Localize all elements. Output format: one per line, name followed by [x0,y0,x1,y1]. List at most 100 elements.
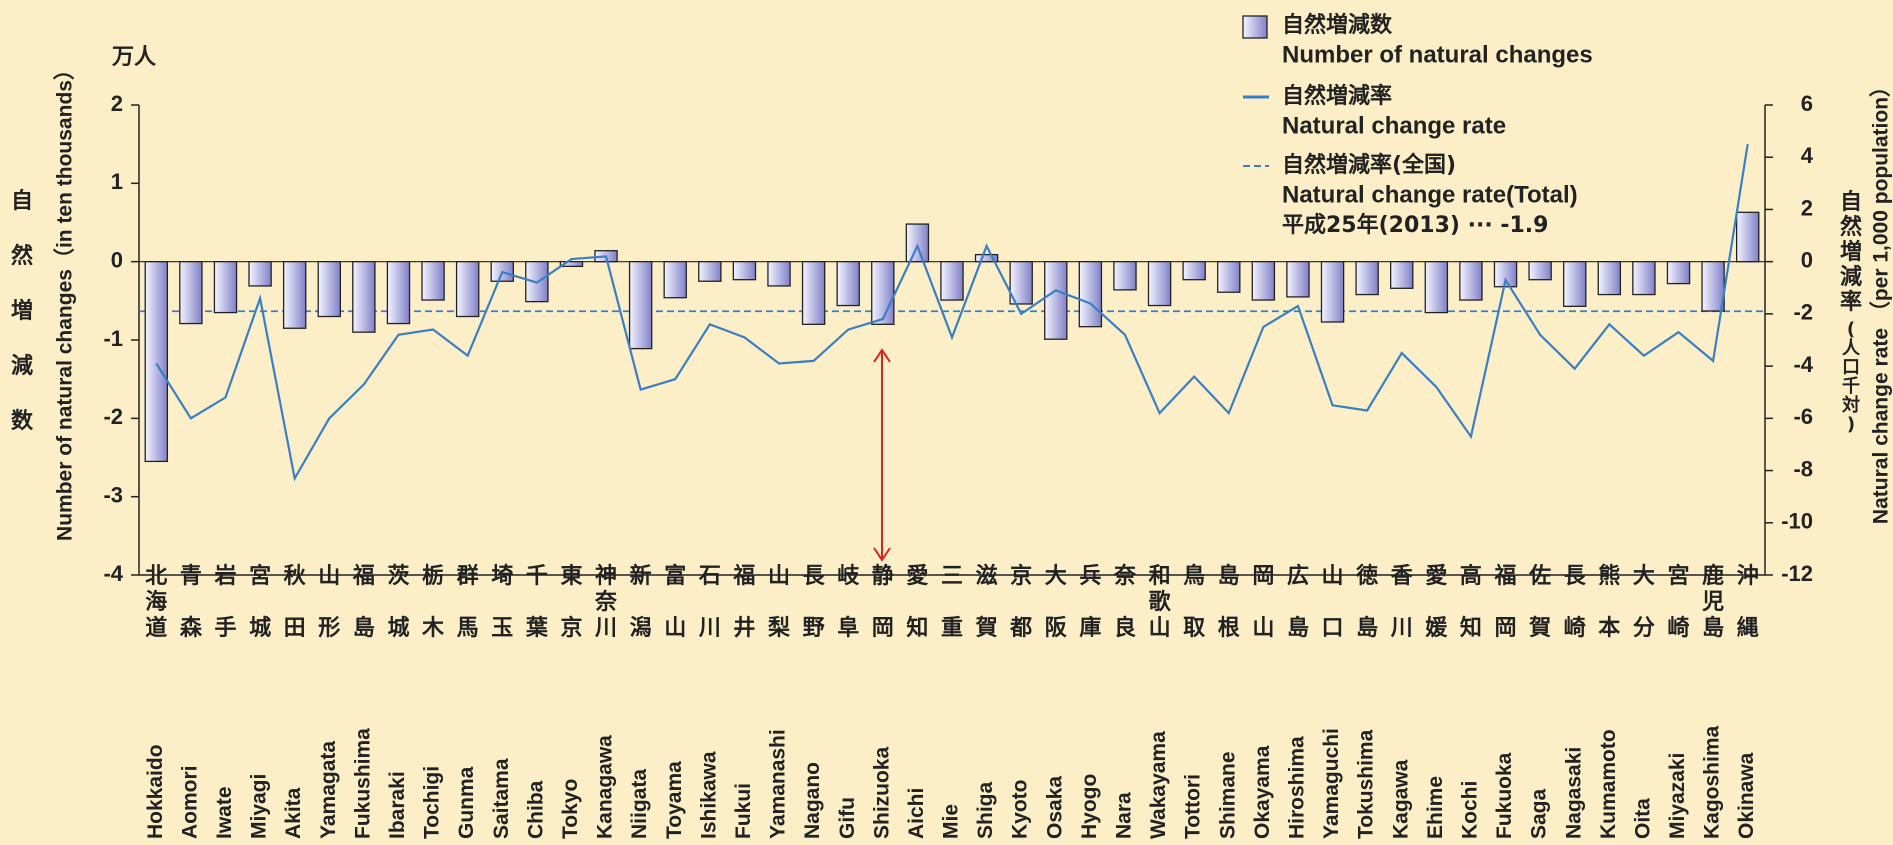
bar [1355,261,1379,296]
x-tick-label-ja: 和歌山 [1149,564,1172,641]
x-tick-label-ja: 千葉 [525,564,549,641]
x-tick-label-ja: 石川 [698,564,721,641]
x-tick-label: Ibaraki [386,771,409,839]
y-tick-label: -4 [103,561,123,586]
legend-label: Number of natural changes [1282,41,1593,68]
x-tick-label: Okinawa [1735,752,1758,839]
bar [1493,261,1518,288]
x-tick-label: Tottori [1182,774,1205,839]
x-tick-label: Chiba [524,780,547,839]
x-tick-label: Saga [1528,788,1551,839]
x-tick-label-ja: 秋田 [284,564,307,641]
y2-axis-title-ja: 自然増減率 [1840,189,1862,315]
x-tick-label-ja: 大分 [1633,564,1655,641]
x-tick-label: Akita [282,787,305,839]
x-tick-label: Miyazaki [1666,753,1689,839]
y2-tick-label: -6 [1793,404,1813,429]
x-tick-label-ja: 高知 [1460,563,1482,641]
x-tick-label-ja: 奈良 [1113,563,1137,641]
legend-note: 平成25年(2013) ··· -1.9 [1282,212,1548,238]
x-tick-label-ja: 沖縄 [1737,564,1759,641]
legend-label: 自然増減率 [1282,83,1392,109]
y-tick-label: 2 [111,91,123,116]
x-tick-label-ja: 山口 [1322,564,1344,641]
x-tick-label: Kagawa [1389,759,1412,839]
x-tick-label-ja: 新潟 [630,563,652,641]
bar [248,261,272,287]
x-tick-label: Mie [940,804,963,839]
bar [179,261,203,325]
x-tick-label-ja: 群馬 [457,563,479,641]
y-tick-label: 0 [111,247,123,272]
x-tick-label: Aomori [178,766,201,840]
y2-tick-label: -8 [1793,456,1813,481]
x-tick-label-ja: 島根 [1218,563,1240,641]
y-tick-label: -3 [103,482,123,507]
x-tick-label: Tochigi [421,766,444,839]
x-tick-label-ja: 埼玉 [491,564,513,641]
x-tick-label-ja: 熊本 [1598,563,1620,641]
y-tick-label: -2 [103,404,123,429]
x-tick-label: Toyama [663,761,686,839]
x-tick-label: Yamanashi [767,729,790,839]
bar [1735,211,1760,263]
bar [1597,261,1622,296]
x-tick-label-ja: 大阪 [1045,564,1067,641]
y-axis-title: Number of natural changes（in ten thousan… [53,59,77,541]
x-tick-label: Fukushima [351,728,374,839]
y-tick-label: -1 [103,326,123,351]
x-tick-label-ja: 静岡 [872,563,894,641]
legend-label: 自然増減数 [1282,12,1393,38]
x-tick-label: Ehime [1424,776,1447,839]
x-tick-label-ja: 茨城 [387,564,409,641]
x-tick-label-ja: 佐賀 [1528,563,1551,641]
x-tick-label: Hiroshima [1286,736,1309,839]
x-tick-label-ja: 愛媛 [1425,563,1448,641]
x-tick-label: Okayama [1251,745,1274,839]
bar [1528,261,1552,281]
bar [1009,261,1033,305]
bar [628,261,653,350]
bar [1701,261,1725,312]
x-tick-label: Tokushima [1355,729,1378,839]
x-tick-label: Gunma [455,766,478,839]
bar [1666,261,1691,285]
x-tick-label: Osaka [1043,776,1066,839]
x-tick-label-ja: 三重 [941,564,963,641]
x-tick-label: Shiga [974,782,997,839]
x-tick-label-ja: 岩手 [213,564,236,641]
x-tick-label: Ishikawa [697,751,720,839]
bar [732,261,757,281]
y-axis-title-ja: 自然増減数 [11,188,34,434]
bar [1044,261,1068,340]
x-tick-label: Shimane [1216,751,1239,839]
y2-tick-label: 2 [1801,195,1813,220]
bar [871,261,895,325]
x-tick-label: Gifu [836,797,859,839]
x-tick-label-ja: 山梨 [768,564,790,641]
x-tick-label-ja: 福岡 [1494,564,1517,641]
bar [1182,261,1206,281]
x-tick-label: Kochi [1458,781,1481,839]
x-tick-label-ja: 滋賀 [975,563,998,641]
bar [940,261,964,301]
y2-tick-label: -12 [1781,561,1813,586]
bar [1251,261,1276,301]
bar [1217,261,1241,293]
bar [1078,261,1103,328]
y2-unit-ja: (人口千対) [1841,319,1861,435]
x-tick-label: Yamaguchi [1320,728,1343,839]
bar [836,261,860,307]
y-tick-label: 1 [111,169,123,194]
bar [1286,261,1310,298]
x-tick-label-ja: 愛知 [906,563,928,641]
y-unit: 万人 [111,45,156,70]
x-tick-label: Yamagata [317,741,340,839]
x-tick-label-ja: 山形 [318,564,340,641]
y2-tick-label: -10 [1781,509,1813,534]
x-tick-label: Hyogo [1078,774,1101,839]
x-tick-label-ja: 鹿児島 [1701,563,1724,641]
line [155,143,1749,482]
x-tick-label-ja: 岐阜 [837,564,860,641]
bar [1113,261,1137,291]
